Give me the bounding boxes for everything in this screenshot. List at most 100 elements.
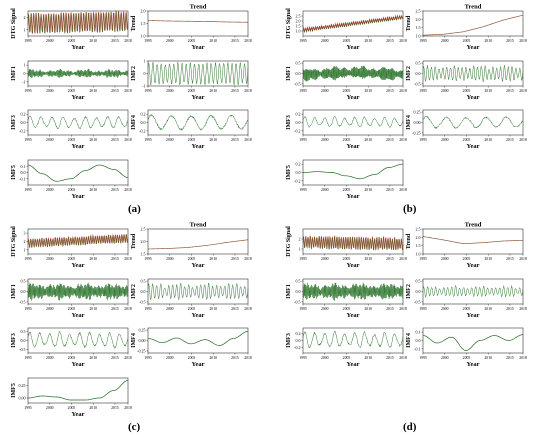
imf1-xtick-label: 2018 [124,89,132,93]
imf4-ytick-label: 0.2 [141,112,146,117]
trend-xlabel: Year [192,262,205,269]
signal-xtick-label: 2000 [321,39,329,43]
imf2-axes-frame [147,278,249,305]
imf1-ytick-label: 0.5 [296,61,301,66]
imf2-xtick-label: 2000 [166,89,174,93]
trend-ytick-label: 1.0 [416,252,421,257]
imf4-ytick-label: 0.0 [416,338,421,343]
imf2-ytick-label: 0.0 [416,289,421,294]
signal-xlabel: Year [347,262,360,269]
imf5-xtick-label: 2018 [399,188,407,192]
imf5-xlabel: Year [72,411,85,418]
imf4-axes-frame [147,109,249,136]
imf1-ylabel: IMF1 [11,284,17,299]
signal-ytick-label: 2.5 [296,14,301,19]
imf3-ytick-label: 0.2 [296,331,301,336]
imf2-ylabel: IMF2 [131,284,137,299]
trend-xlabel: Year [467,44,480,51]
imf5-ytick-label: -0.2 [294,178,300,183]
imf1-subplot: IMF1-0.5 0.0 0.5 1995 2000 2005 2010 2015 2018 Ye… [286,279,407,319]
trend-xtick-label: 1995 [144,257,152,261]
signal-xtick-label: 1995 [24,257,32,261]
imf3-xlabel: Year [72,143,85,150]
imf2-ytick-label: 0 [144,71,146,76]
imf4-ytick-label: -0.25 [137,348,145,353]
signal-line [27,11,129,35]
imf4-ytick-label: -0.25 [412,130,420,135]
signal-xtick-label: 2010 [89,39,97,43]
signal-xtick-label: 2005 [68,39,76,43]
signal-subplot: DTG Signal 1 2 1995 2000 2005 2010 2015 2018 Year [11,8,132,51]
imf4-subplot: IMF4-0.2 0.0 0.2 1995 2000 2005 2010 2015 2018 Ye… [131,109,252,150]
imf2-xlabel: Year [467,94,480,101]
signal-xtick-label: 2018 [124,257,132,261]
imf5-xtick-label: 2005 [68,406,76,410]
imf4-xtick-label: 1995 [144,356,152,360]
imf1-xtick-label: 2018 [399,307,407,311]
imf5-xlabel: Year [72,193,85,200]
imf2-ytick-label: 1 [144,59,146,64]
trend-ytick-label: 2.0 [141,239,146,244]
imf4-ytick-label: 0.00 [414,120,421,125]
imf4-xtick-label: 1995 [419,138,427,142]
imf4-xtick-label: 1995 [419,356,427,360]
imf2-xtick-label: 2005 [463,89,471,93]
imf4-line [147,113,249,131]
imf5-subplot: IMF5 -0.10.00.1 1995 2000 2005 2010 2015 2018 Ye… [11,159,132,200]
imf2-xtick-label: 2000 [441,89,449,93]
panel-label-b: (b) [403,203,417,215]
signal-xtick-label: 2010 [89,257,97,261]
imf3-ytick-label: 0.2 [21,112,26,117]
trend-ytick-label: 1.5 [416,25,421,30]
imf1-xtick-label: 2015 [386,89,394,93]
imf1-xtick-label: 2015 [111,307,119,311]
imf4-subplot: IMF4-0.1 0.0 0.1 1995 2000 2005 2010 2015 2018 Ye… [406,327,527,368]
signal-xtick-label: 2015 [386,39,394,43]
imf4-xtick-label: 2005 [463,138,471,142]
imf5-xtick-label: 1995 [24,406,32,410]
trend-xtick-label: 2005 [463,39,471,43]
imf5-ytick-label: 0.0 [21,170,26,175]
imf4-xtick-label: 2000 [166,356,174,360]
imf1-xtick-label: 2010 [89,307,97,311]
signal-xtick-label: 2000 [46,257,54,261]
imf1-ylabel: IMF1 [11,66,17,81]
imf3-xtick-label: 2015 [386,356,394,360]
imf5-xtick-label: 2000 [46,188,54,192]
signal-xtick-label: 2018 [399,257,407,261]
imf2-ylabel: IMF2 [406,66,412,81]
imf1-xlabel: Year [72,94,85,101]
trend-xtick-label: 2010 [209,257,217,261]
imf3-xtick-label: 2000 [46,356,54,360]
imf2-subplot: IMF2-0.5 0.0 0.5 1995 2000 2005 2010 2015 2018 Ye… [406,61,527,101]
imf1-subplot: IMF1-0.5 0.0 0.5 1995 2000 2005 2010 2015 2018 Ye… [11,279,132,319]
signal-ylabel: DTG Signal [286,226,292,257]
imf1-xtick-label: 2005 [68,307,76,311]
imf2-ytick-label: -0.5 [414,81,420,86]
imf4-ytick-label: 0.00 [139,338,146,343]
imf4-xtick-label: 2005 [188,356,196,360]
imf2-xtick-label: 2005 [188,89,196,93]
imf2-ytick-label: 0.5 [416,279,421,284]
imf1-subplot: IMF1 -1 0 1 1995 2000 2005 2010 2015 2018 Year [11,60,132,101]
imf5-xtick-label: 2015 [111,406,119,410]
trend-xtick-label: 2005 [188,257,196,261]
imf5-ytick-label: 0.0 [296,170,301,175]
imf2-subplot: IMF2 -1 0 1 1995 2000 2005 2010 2015 2018 Year [131,59,252,102]
signal-ylabel: DTG Signal [11,226,17,257]
imf2-ytick-label: -0.5 [139,299,145,304]
imf3-ytick-label: -0.2 [294,128,300,133]
trend-ytick-label: 1.5 [141,252,146,257]
imf1-ytick-label: 0.0 [296,289,301,294]
imf1-xlabel: Year [72,312,85,319]
imf2-xlabel: Year [192,94,205,101]
trend-xtick-label: 2015 [231,257,239,261]
imf3-ytick-label: -0.2 [294,345,300,350]
imf2-line [422,284,524,298]
imf4-line [422,334,524,351]
imf4-xtick-label: 2010 [484,356,492,360]
imf3-xtick-label: 2005 [343,138,351,142]
imf1-xtick-label: 2005 [68,89,76,93]
imf1-xtick-label: 2010 [364,307,372,311]
